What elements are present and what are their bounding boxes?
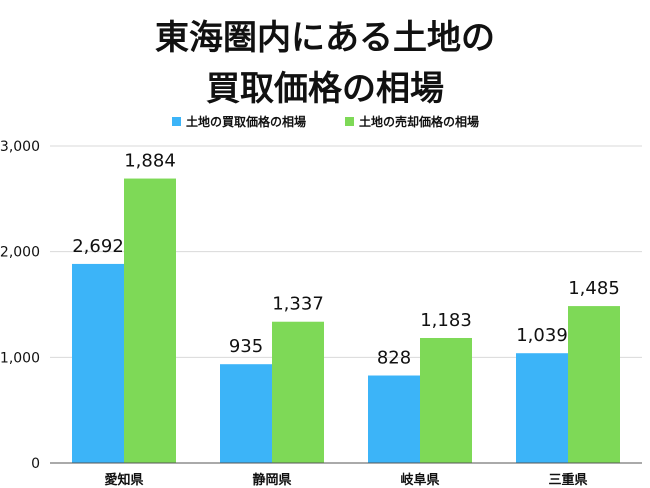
- bar-buy-0: [72, 263, 124, 463]
- legend-label-buy: 土地の買取価格の相場: [186, 114, 306, 129]
- legend-label-sell: 土地の売却価格の相場: [359, 114, 479, 129]
- bar-buy-2: [368, 375, 420, 463]
- x-tick-label: 愛知県: [104, 472, 143, 488]
- bar-buy-1: [220, 364, 272, 463]
- y-tick-label: 2,000: [0, 245, 40, 261]
- data-label: 1,337: [272, 294, 324, 315]
- bar-sell-3: [568, 306, 620, 463]
- bar-sell-0: [124, 178, 176, 463]
- legend-item-buy: 土地の買取価格の相場: [172, 114, 306, 129]
- y-tick-label: 0: [31, 456, 40, 472]
- title-line-2: 買取価格の相場: [206, 69, 444, 109]
- x-tick-label: 岐阜県: [400, 472, 439, 488]
- x-tick-label: 静岡県: [252, 472, 291, 488]
- title-line-1: 東海圏内にある土地の: [155, 18, 495, 58]
- legend-swatch-buy: [172, 117, 181, 126]
- y-tick-label: 1,000: [0, 350, 40, 366]
- data-label: 1,884: [124, 151, 176, 172]
- data-label: 2,692: [72, 236, 124, 257]
- bar-buy-3: [516, 353, 568, 463]
- legend-swatch-sell: [345, 117, 354, 126]
- legend: 土地の買取価格の相場 土地の売却価格の相場: [172, 114, 479, 129]
- y-axis-tick-labels: 0 1,000 2,000 3,000: [0, 139, 40, 472]
- bar-sell-1: [272, 321, 324, 463]
- data-label: 935: [229, 336, 263, 357]
- x-axis-tick-labels: 愛知県 静岡県 岐阜県 三重県: [104, 472, 587, 488]
- legend-item-sell: 土地の売却価格の相場: [345, 114, 479, 129]
- data-label: 828: [377, 348, 411, 369]
- data-label: 1,485: [568, 278, 620, 299]
- x-tick-label: 三重県: [548, 472, 587, 488]
- bar-sell-2: [420, 337, 472, 463]
- chart-title: 東海圏内にある土地の 買取価格の相場: [155, 18, 495, 109]
- y-tick-label: 3,000: [0, 139, 40, 155]
- data-label: 1,183: [420, 310, 472, 331]
- data-labels: 2,692 1,884 935 1,337 828 1,183 1,039 1,485: [72, 151, 620, 369]
- bars: [72, 178, 620, 463]
- data-label: 1,039: [516, 325, 568, 346]
